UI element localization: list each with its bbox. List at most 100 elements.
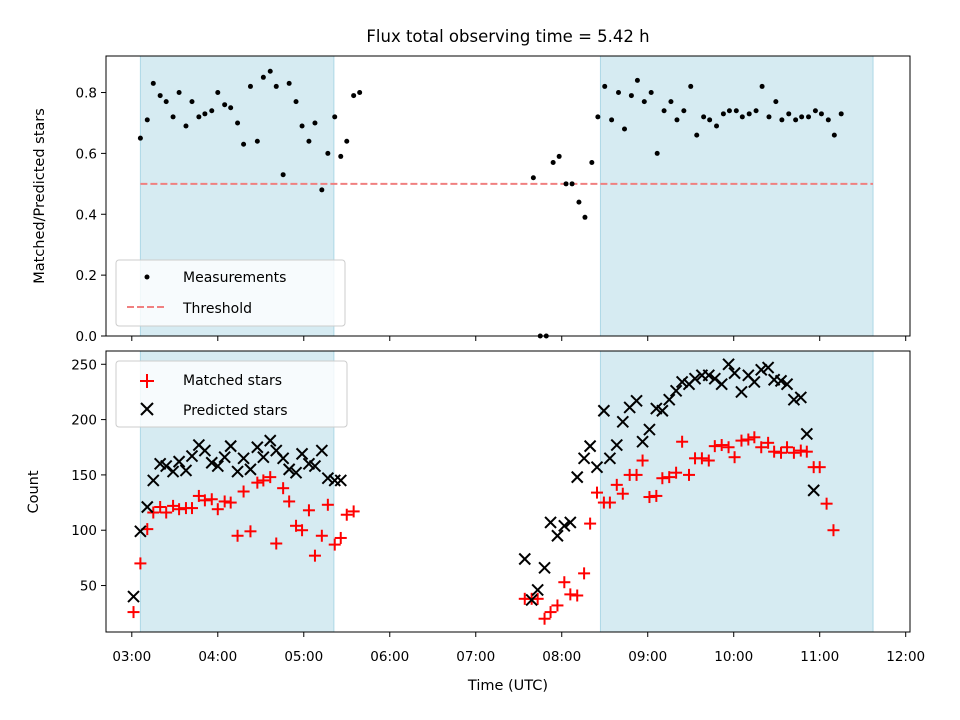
predicted-point: [755, 363, 768, 377]
matched-point: [224, 496, 237, 509]
predicted-point: [179, 464, 193, 477]
measurements-series: [137, 68, 844, 339]
measurement-point: [293, 99, 299, 105]
matched-point: [787, 446, 800, 459]
bottom-y-tick-label: 150: [71, 468, 97, 484]
predicted-point: [544, 516, 557, 529]
measurement-point: [806, 114, 812, 120]
predicted-point: [321, 472, 335, 485]
predicted-point: [141, 500, 154, 514]
predicted-point: [675, 375, 689, 389]
predicted-point: [564, 516, 577, 529]
matched-point: [616, 487, 629, 500]
measurement-point: [332, 114, 338, 120]
matched-point: [584, 517, 597, 530]
measurement-point: [634, 77, 640, 83]
legend-measurements-marker: [144, 274, 150, 280]
matched-point: [283, 495, 296, 508]
measurement-point: [773, 99, 779, 105]
predicted-point: [735, 385, 748, 399]
predicted-point: [264, 434, 277, 447]
predicted-point: [630, 394, 643, 407]
matched-point: [735, 434, 748, 447]
matched-point: [636, 454, 649, 467]
measurement-point: [701, 114, 707, 120]
predicted-point: [610, 438, 623, 452]
matched-point: [768, 445, 781, 458]
measurement-point: [241, 141, 247, 147]
measurement-point: [550, 160, 556, 166]
measurement-point: [668, 99, 674, 105]
x-tick-label: 10:00: [714, 649, 753, 665]
predicted-point: [251, 441, 264, 454]
legend-predicted-label: Predicted stars: [183, 403, 288, 419]
measurement-point: [688, 83, 694, 89]
matched-point: [277, 482, 290, 495]
measurement-point: [786, 111, 792, 117]
measurement-point: [746, 111, 752, 117]
matched-point: [315, 529, 328, 542]
matched-point: [656, 472, 669, 485]
x-tick-label: 06:00: [370, 649, 409, 665]
matched-point: [650, 489, 663, 502]
observing-window-2: [599, 350, 874, 633]
x-tick-label: 11:00: [800, 649, 839, 665]
measurement-point: [235, 120, 241, 126]
matched-point: [630, 468, 643, 481]
measurement-point: [576, 199, 582, 205]
matched-point: [308, 549, 321, 562]
matched-point: [134, 557, 147, 570]
predicted-point: [616, 415, 630, 429]
measurement-point: [209, 108, 215, 114]
measurement-point: [254, 138, 260, 144]
matched-point: [748, 431, 761, 444]
bottom-legend: Matched stars Predicted stars: [115, 360, 348, 428]
matched-point: [564, 588, 577, 601]
bottom-y-axis-label: Count: [26, 470, 42, 513]
top-y-tick-label: 0.4: [76, 207, 97, 223]
matched-point: [198, 494, 211, 507]
predicted-point: [334, 474, 347, 487]
bottom-y-tick-label: 250: [71, 357, 97, 373]
bottom-y-tick-label: 200: [71, 413, 97, 429]
matched-point: [544, 606, 557, 619]
predicted-point: [761, 361, 775, 374]
measurement-point: [694, 132, 700, 138]
measurement-point: [196, 114, 202, 120]
measurement-point: [661, 108, 667, 114]
predicted-point: [643, 423, 656, 436]
matched-point: [775, 446, 788, 459]
matched-point: [173, 503, 186, 516]
x-tick-label: 08:00: [542, 649, 581, 665]
bottom-y-tick-label: 100: [71, 523, 97, 539]
matched-point: [290, 519, 303, 532]
matched-point: [578, 567, 591, 580]
predicted-point: [525, 593, 538, 607]
matched-point: [827, 524, 840, 537]
matched-point: [270, 537, 283, 550]
predicted-point: [166, 465, 180, 478]
measurement-point: [779, 117, 785, 123]
x-tick-label: 07:00: [456, 649, 495, 665]
predicted-point: [185, 449, 199, 463]
predicted-point: [669, 384, 683, 398]
measurement-point: [674, 117, 680, 123]
matched-point: [820, 497, 833, 510]
predicted-point: [807, 484, 820, 497]
matched-point: [160, 506, 173, 519]
matched-point: [695, 452, 708, 465]
top-y-axis-label: Matched/Predicted stars: [32, 108, 48, 284]
predicted-point: [289, 466, 303, 479]
measurement-point: [338, 153, 344, 159]
top-y-tick-label: 0.2: [76, 268, 97, 284]
predicted-point: [282, 463, 296, 476]
matched-point: [742, 433, 755, 446]
matched-point: [551, 599, 564, 612]
measurement-point: [530, 175, 536, 181]
measurement-point: [714, 123, 720, 129]
matched-point: [603, 496, 616, 509]
predicted-point: [774, 374, 788, 388]
predicted-point: [702, 369, 715, 382]
measurement-point: [247, 83, 253, 89]
x-tick-label: 05:00: [284, 649, 323, 665]
